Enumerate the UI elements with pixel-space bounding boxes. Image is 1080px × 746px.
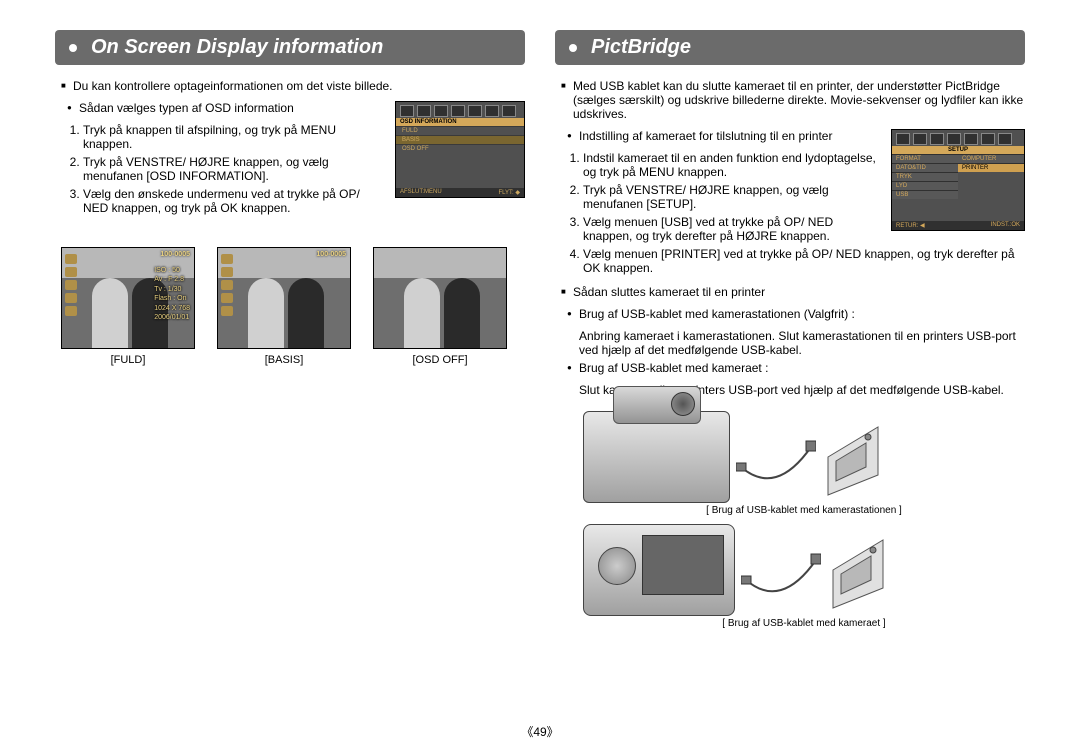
intro-osd: Du kan kontrollere optageinformationen o…: [61, 79, 525, 93]
bullet2-body-0: Anbring kameraet i kamerastationen. Slut…: [579, 329, 1025, 357]
dock-graphic: [583, 411, 730, 503]
cable-graphic: [736, 427, 816, 487]
step: Vælg den ønskede undermenu ved at trykke…: [83, 187, 385, 215]
osd-foot-right: FLYT: ◆: [498, 189, 520, 196]
step: Tryk på knappen til afspilning, og tryk …: [83, 123, 385, 151]
thumb-file: 100-0005: [316, 251, 346, 258]
osd-menu-item: OSD OFF: [396, 144, 524, 153]
info-line: 1024 X 768: [154, 304, 190, 313]
cable-graphic: [741, 540, 821, 600]
setup-item-selected: PRINTER: [958, 163, 1024, 172]
steps1b-pict: Vælg menuen [PRINTER] ved at trykke på O…: [555, 247, 1025, 275]
setup-item: FORMAT: [892, 154, 958, 163]
osd-menu-item: FULD: [396, 126, 524, 135]
page-number: 《49》: [521, 723, 558, 740]
header-osd: On Screen Display information: [55, 30, 525, 65]
info-line: Tv : 1/30: [154, 285, 190, 294]
header-pictbridge: PictBridge: [555, 30, 1025, 65]
info-line: 2006/01/01: [154, 313, 190, 322]
osd-menu-title: OSD INFORMATION: [396, 118, 524, 126]
illus-caption-0: [ Brug af USB-kablet med kamerastationen…: [583, 505, 1025, 516]
intro-pictbridge: Med USB kablet kan du slutte kameraet ti…: [561, 79, 1025, 121]
osd-foot-left: AFSLUT:MENU: [400, 189, 442, 196]
illus-caption-1: [ Brug af USB-kablet med kameraet ]: [583, 618, 1025, 629]
setup-foot-left: RETUR: ◀: [896, 222, 925, 229]
setup-menu-screenshot: SETUP FORMAT DATO&TID TRYK LYD USB COMPU…: [891, 129, 1025, 231]
thumb-info: ISO : 50 Av : F 2.8 Tv : 1/30 Flash : On…: [154, 266, 190, 323]
steps1-pict: Indstil kameraet til en anden funktion e…: [555, 151, 881, 243]
step: Tryk på VENSTRE/ HØJRE knappen, og vælg …: [583, 183, 881, 211]
step: Vælg menuen [PRINTER] ved at trykke på O…: [583, 247, 1025, 275]
setup-item: USB: [892, 190, 958, 199]
camera-graphic: [583, 524, 735, 616]
info-line: Av : F 2.8: [154, 275, 190, 284]
steps-osd: Tryk på knappen til afspilning, og tryk …: [55, 123, 385, 215]
caption-osdoff: [OSD OFF]: [373, 354, 507, 366]
thumb-fuld: 100-0005 ISO : 50 Av : F 2.8 Tv : 1/30 F…: [61, 247, 195, 349]
thumb-basis: 100-0005: [217, 247, 351, 349]
step: Vælg menuen [USB] ved at trykke på OP/ N…: [583, 215, 881, 243]
bullet2-title-0: Brug af USB-kablet med kamerastationen (…: [567, 307, 1025, 321]
sub2-pict: Sådan sluttes kameraet til en printer: [561, 285, 1025, 299]
step: Indstil kameraet til en anden funktion e…: [583, 151, 881, 179]
printer-graphic: [827, 530, 889, 610]
illustration-camera: [583, 524, 1025, 616]
setup-item: COMPUTER: [958, 154, 1024, 163]
thumb-osdoff: [373, 247, 507, 349]
caption-basis: [BASIS]: [217, 354, 351, 366]
illustration-dock: [583, 411, 1025, 503]
info-line: ISO : 50: [154, 266, 190, 275]
bullet2-title-1: Brug af USB-kablet med kameraet :: [567, 361, 1025, 375]
printer-graphic: [822, 417, 884, 497]
setup-item: LYD: [892, 181, 958, 190]
info-line: Flash : On: [154, 294, 190, 303]
setup-item: DATO&TID: [892, 163, 958, 172]
setup-menu-title: SETUP: [892, 146, 1024, 154]
caption-fuld: [FULD]: [61, 354, 195, 366]
osd-menu-item: BASIS: [396, 135, 524, 144]
setup-item: TRYK: [892, 172, 958, 181]
thumb-file: 100-0005: [160, 251, 190, 258]
sub1-pict: Indstilling af kameraet for tilslutning …: [567, 129, 881, 143]
setup-foot-right: INDST.:OK: [991, 222, 1020, 229]
step: Tryk på VENSTRE/ HØJRE knappen, og vælg …: [83, 155, 385, 183]
sub-osd: Sådan vælges typen af OSD information: [67, 101, 385, 115]
osd-menu-screenshot: OSD INFORMATION FULD BASIS OSD OFF AFSLU…: [395, 101, 525, 198]
